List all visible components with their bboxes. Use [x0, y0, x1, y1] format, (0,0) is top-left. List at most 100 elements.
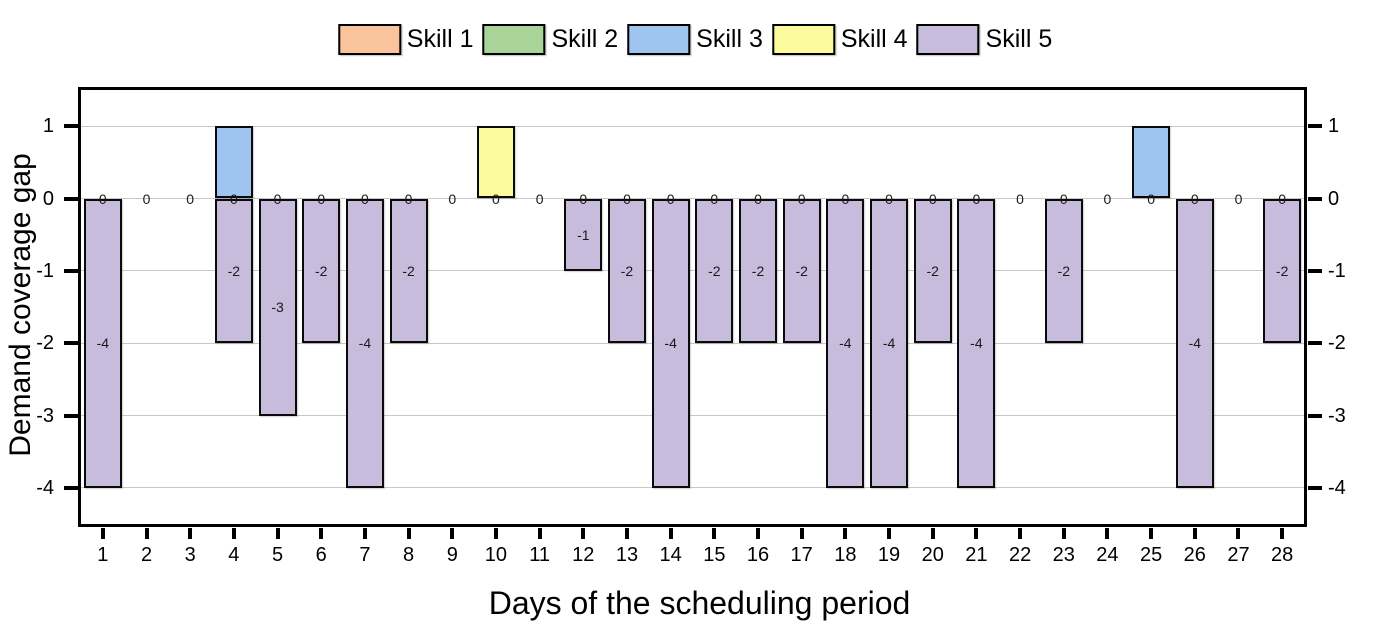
bar-value-label: -4: [1188, 335, 1202, 352]
zero-value-label: 0: [404, 190, 413, 207]
x-axis-tick: [887, 527, 892, 539]
y-tick-label-right: 1: [1328, 115, 1340, 138]
x-axis-tick: [624, 527, 629, 539]
zero-value-label: 0: [317, 190, 326, 207]
x-axis-tick: [581, 527, 586, 539]
gridline: [81, 342, 1304, 344]
y-axis-tick-left: [63, 341, 78, 346]
x-tick-label: 8: [403, 544, 415, 566]
bar-skill-5-day-4: [214, 198, 253, 344]
legend-label: Skill 5: [985, 25, 1053, 53]
bar-skill-5-day-12: [564, 198, 603, 271]
x-tick-label: 5: [271, 544, 284, 566]
x-tick-label: 19: [877, 544, 901, 566]
gridline: [81, 415, 1304, 416]
zero-value-label: 0: [885, 190, 893, 207]
legend-label: Skill 2: [551, 25, 619, 53]
x-axis-tick: [450, 527, 455, 539]
x-tick-label: 11: [529, 544, 550, 566]
x-axis-tick: [1061, 527, 1066, 539]
x-tick-label: 4: [228, 544, 240, 566]
x-axis-tick: [668, 527, 673, 539]
x-tick-label: 18: [834, 544, 857, 566]
x-tick-label: 2: [140, 544, 153, 566]
x-axis-tick: [144, 527, 149, 539]
zero-value-label: 0: [579, 190, 588, 207]
y-tick-label-right: -3: [1328, 404, 1346, 427]
zero-value-label: 0: [535, 190, 544, 207]
gridline: [81, 125, 1304, 127]
zero-value-label: 0: [928, 190, 937, 207]
zero-value-label: 0: [1059, 190, 1068, 207]
bar-value-label: -4: [96, 335, 110, 352]
bar-value-label: -4: [882, 335, 896, 352]
legend-swatch-icon: [337, 23, 401, 55]
x-axis-tick: [406, 527, 411, 539]
bar-value-label: -2: [620, 262, 634, 279]
x-axis-tick: [756, 527, 761, 539]
x-axis-tick: [188, 527, 193, 539]
x-tick-label: 13: [615, 544, 639, 566]
x-tick-label: 15: [703, 544, 726, 566]
bar-skill-5-day-6: [302, 198, 341, 344]
zero-value-label: 0: [710, 190, 719, 207]
x-tick-label: 22: [1008, 544, 1032, 566]
x-axis-tick: [319, 527, 324, 539]
y-axis-tick-left: [63, 196, 78, 201]
zero-value-label: 0: [273, 190, 282, 207]
x-tick-label: 1: [97, 544, 109, 566]
legend-item-skill-3: Skill 3: [627, 21, 772, 57]
zero-value-label: 0: [229, 190, 238, 207]
bar-skill-5-day-20: [913, 198, 952, 344]
bar-value-label: -2: [402, 262, 415, 279]
bar-skill-5-day-19: [870, 198, 909, 488]
x-axis-tick: [1105, 527, 1110, 539]
x-axis-tick: [537, 527, 542, 539]
zero-value-label: 0: [623, 190, 631, 207]
zero-value-label: 0: [754, 190, 762, 207]
zero-value-label: 0: [1147, 190, 1156, 207]
bar-value-label: -2: [1057, 262, 1070, 279]
legend-swatch-icon: [627, 23, 691, 55]
y-axis-title: Demand coverage gap: [4, 153, 37, 457]
zero-value-label: 0: [1190, 190, 1199, 207]
zero-value-label: 0: [972, 190, 981, 207]
bar-value-label: -2: [227, 262, 241, 279]
legend-item-skill-1: Skill 1: [337, 21, 483, 57]
x-tick-label: 6: [315, 544, 327, 566]
x-tick-label: 25: [1139, 544, 1163, 566]
x-tick-label: 16: [746, 544, 770, 566]
zero-value-label: 0: [797, 190, 806, 207]
zero-value-label: 0: [448, 190, 457, 207]
y-axis-tick-left: [63, 485, 78, 490]
bar-skill-5-day-1: [83, 198, 122, 488]
zero-value-label: 0: [666, 190, 675, 207]
bar-skill-5-day-18: [826, 198, 865, 488]
x-tick-label: 23: [1052, 544, 1075, 566]
bar-value-label: -2: [795, 262, 808, 279]
x-tick-label: 28: [1271, 544, 1294, 566]
chart-legend: Skill 1 Skill 2 Skill 3 Skill 4 Skill 5: [337, 21, 1061, 57]
bar-skill-4-day-10: [476, 126, 515, 199]
x-axis-tick: [930, 527, 935, 539]
x-axis-tick: [231, 527, 236, 539]
legend-swatch-icon: [916, 23, 980, 55]
x-tick-label: 7: [359, 544, 371, 566]
y-tick-label-right: -4: [1328, 476, 1346, 499]
y-tick-label-left: -1: [36, 259, 54, 282]
bar-value-label: -4: [839, 335, 852, 352]
zero-value-label: 0: [142, 190, 151, 207]
x-tick-label: 3: [184, 544, 196, 566]
x-tick-label: 14: [659, 544, 682, 566]
x-tick-label: 20: [921, 544, 944, 566]
y-tick-label-right: -2: [1328, 332, 1346, 355]
x-tick-label: 24: [1096, 544, 1119, 566]
bar-value-label: -2: [926, 262, 939, 279]
bar-skill-3-day-25: [1132, 126, 1171, 199]
bar-skill-5-day-17: [782, 198, 821, 344]
legend-label: Skill 4: [840, 25, 908, 53]
y-tick-label-left: 1: [42, 115, 54, 138]
zero-value-label: 0: [1103, 190, 1112, 207]
bar-skill-5-day-5: [258, 198, 297, 416]
gridline: [81, 198, 1304, 199]
